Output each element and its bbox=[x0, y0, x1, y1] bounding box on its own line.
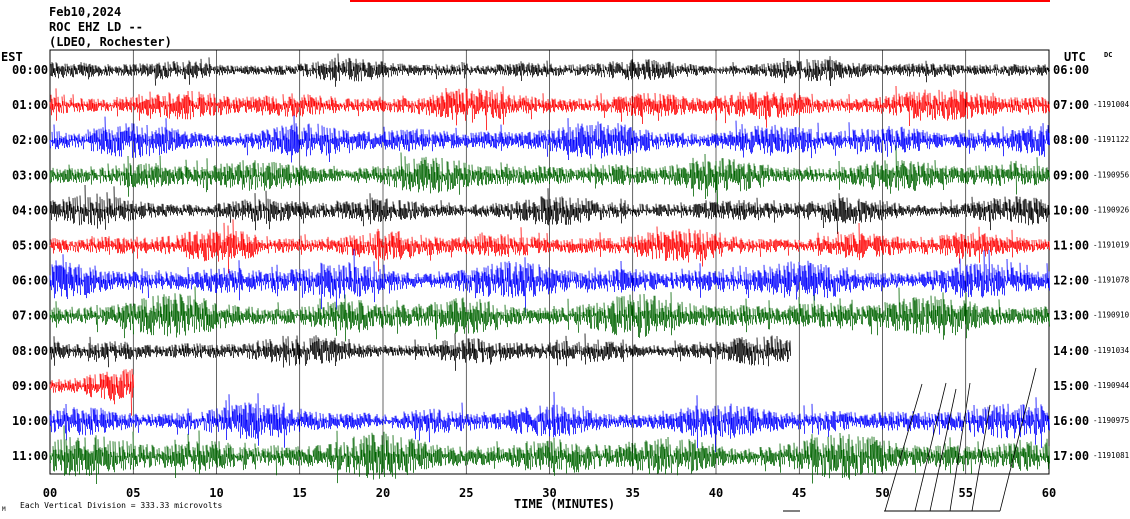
trace-row-0100 bbox=[49, 85, 1050, 131]
x-tick-label-25: 25 bbox=[459, 486, 473, 500]
est-label-0300: 03:00 bbox=[12, 168, 48, 182]
dc-value-1500: -1190944 bbox=[1093, 381, 1130, 390]
utc-label-0800: 08:00 bbox=[1053, 133, 1089, 147]
x-tick-label-50: 50 bbox=[875, 486, 889, 500]
est-label-0200: 02:00 bbox=[12, 133, 48, 147]
trace-row-0800 bbox=[49, 333, 791, 371]
event-diagonal-3 bbox=[949, 382, 971, 512]
utc-label-0900: 09:00 bbox=[1053, 168, 1089, 182]
trace-row-0200 bbox=[49, 115, 1050, 163]
event-diagonal-4 bbox=[971, 404, 991, 512]
est-label-0500: 05:00 bbox=[12, 239, 48, 253]
dc-value-1000: -1190926 bbox=[1093, 205, 1130, 214]
utc-label-0700: 07:00 bbox=[1053, 98, 1089, 112]
x-tick-label-20: 20 bbox=[376, 486, 390, 500]
utc-label-0600: 06:00 bbox=[1053, 63, 1089, 77]
dc-value-1200: -1191078 bbox=[1093, 276, 1130, 285]
seismic-traces bbox=[49, 53, 1050, 512]
est-label-0600: 06:00 bbox=[12, 274, 48, 288]
minute-gridlines bbox=[132, 50, 967, 474]
trace-row-0300 bbox=[49, 145, 1050, 205]
x-tick-label-15: 15 bbox=[293, 486, 307, 500]
utc-label-1300: 13:00 bbox=[1053, 309, 1089, 323]
x-tick-labels: 00 05 10 15 20 25 30 35 40 45 50 55 60 bbox=[43, 486, 1056, 500]
event-diagonal-2 bbox=[929, 388, 957, 512]
est-label-1100: 11:00 bbox=[12, 449, 48, 463]
dc-value-1400: -1191034 bbox=[1093, 346, 1130, 355]
trace-row-0000 bbox=[49, 53, 1050, 87]
dc-offset-labels: -1191004 -1191122 -1190956 -1190926 -1191019… bbox=[1093, 100, 1130, 460]
left-timezone-label: EST bbox=[1, 50, 23, 64]
utc-label-1200: 12:00 bbox=[1053, 274, 1089, 288]
utc-label-1600: 16:00 bbox=[1053, 414, 1089, 428]
scale-note: Each Vertical Division = 333.33 microvol… bbox=[20, 501, 222, 510]
est-label-0700: 07:00 bbox=[12, 309, 48, 323]
event-diagonal-1 bbox=[914, 382, 947, 512]
dc-label: DC bbox=[1104, 51, 1112, 59]
x-tick-label-35: 35 bbox=[626, 486, 640, 500]
est-label-0400: 04:00 bbox=[12, 203, 48, 217]
dc-value-0700: -1191004 bbox=[1093, 100, 1130, 109]
est-label-0800: 08:00 bbox=[12, 344, 48, 358]
x-tick-label-55: 55 bbox=[959, 486, 973, 500]
utc-label-1500: 15:00 bbox=[1053, 379, 1089, 393]
utc-label-1700: 17:00 bbox=[1053, 449, 1089, 463]
event-diagonal-0 bbox=[884, 383, 923, 512]
utc-hour-labels: 06:00 07:00 08:00 09:00 10:00 11:00 12:00 13:00… bbox=[1053, 63, 1089, 463]
header-network: (LDEO, Rochester) bbox=[49, 35, 172, 49]
est-label-0900: 09:00 bbox=[12, 379, 48, 393]
x-tick-label-30: 30 bbox=[542, 486, 556, 500]
utc-label-1000: 10:00 bbox=[1053, 203, 1089, 217]
corner-mark: M bbox=[2, 506, 6, 513]
dc-value-1600: -1190975 bbox=[1093, 416, 1129, 425]
right-timezone-label: UTC bbox=[1064, 50, 1086, 64]
x-tick-label-60: 60 bbox=[1042, 486, 1056, 500]
x-axis-title: TIME (MINUTES) bbox=[514, 497, 615, 511]
dc-value-1700: -1191081 bbox=[1093, 451, 1129, 460]
trace-row-0700 bbox=[49, 286, 1050, 342]
trace-row-0600 bbox=[49, 248, 1050, 314]
est-label-1000: 10:00 bbox=[12, 414, 48, 428]
trace-row-1000 bbox=[49, 391, 1050, 453]
event-diagonal-5 bbox=[999, 367, 1037, 512]
utc-label-1400: 14:00 bbox=[1053, 344, 1089, 358]
est-label-0000: 00:00 bbox=[12, 63, 48, 77]
trace-row-1100 bbox=[49, 425, 1050, 485]
header-station: ROC EHZ LD -- bbox=[49, 20, 143, 34]
dc-value-0900: -1190956 bbox=[1093, 170, 1130, 179]
dc-value-0800: -1191122 bbox=[1093, 135, 1129, 144]
dc-value-1300: -1190910 bbox=[1093, 311, 1130, 320]
trace-row-0500 bbox=[49, 219, 1050, 274]
est-label-0100: 01:00 bbox=[12, 98, 48, 112]
est-hour-labels: 00:00 01:00 02:00 03:00 04:00 05:00 06:00 07:00… bbox=[12, 63, 48, 463]
trace-row-0400 bbox=[49, 184, 1050, 235]
utc-label-1100: 11:00 bbox=[1053, 239, 1089, 253]
x-tick-label-45: 45 bbox=[792, 486, 806, 500]
x-tick-label-40: 40 bbox=[709, 486, 723, 500]
trace-row-0900 bbox=[49, 368, 134, 416]
header-date: Feb10,2024 bbox=[49, 5, 121, 19]
x-tick-label-10: 10 bbox=[209, 486, 223, 500]
x-tick-label-05: 05 bbox=[126, 486, 140, 500]
dc-value-1100: -1191019 bbox=[1093, 241, 1129, 250]
x-tick-label-00: 00 bbox=[43, 486, 57, 500]
